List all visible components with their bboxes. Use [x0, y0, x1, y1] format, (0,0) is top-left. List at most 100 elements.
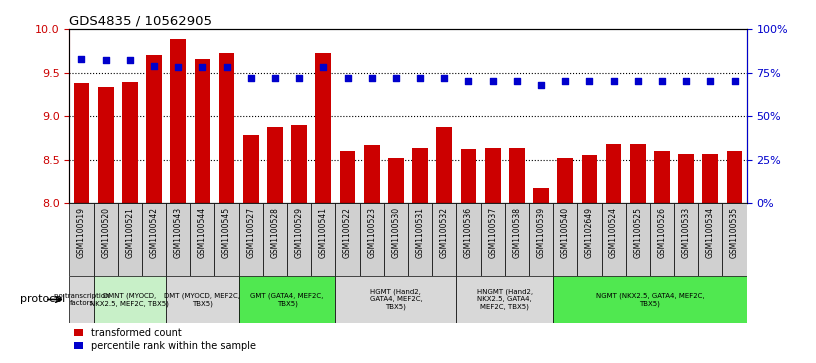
Point	[171, 65, 184, 70]
Bar	[678, 155, 694, 203]
Bar	[577, 203, 601, 276]
Point	[196, 65, 209, 70]
Bar	[98, 87, 113, 203]
Bar	[605, 144, 622, 203]
Bar	[243, 135, 259, 203]
Point	[728, 78, 741, 84]
Bar	[674, 203, 698, 276]
Bar	[601, 203, 626, 276]
Text: GSM1100528: GSM1100528	[270, 207, 279, 258]
Text: no transcription
factors: no transcription factors	[54, 293, 109, 306]
Text: GSM1100533: GSM1100533	[681, 207, 690, 258]
Bar	[703, 155, 718, 203]
Bar	[529, 203, 553, 276]
Bar	[335, 276, 456, 323]
Bar	[481, 203, 505, 276]
Bar	[316, 53, 331, 203]
Bar	[238, 276, 335, 323]
Text: GSM1100524: GSM1100524	[609, 207, 618, 258]
Point	[559, 78, 572, 84]
Bar	[456, 276, 553, 323]
Point	[293, 75, 306, 81]
Bar	[364, 145, 379, 203]
Bar	[460, 149, 477, 203]
Bar	[94, 203, 118, 276]
Text: GSM1100531: GSM1100531	[415, 207, 424, 258]
Bar	[698, 203, 722, 276]
Bar	[727, 151, 743, 203]
Bar	[722, 203, 747, 276]
Text: GSM1100537: GSM1100537	[488, 207, 497, 258]
Text: GSM1100521: GSM1100521	[126, 207, 135, 258]
Text: GSM1100530: GSM1100530	[392, 207, 401, 258]
Bar	[388, 158, 404, 203]
Bar	[505, 203, 529, 276]
Bar	[412, 147, 428, 203]
Bar	[650, 203, 674, 276]
Bar	[408, 203, 432, 276]
Bar	[485, 147, 500, 203]
Point	[99, 57, 112, 63]
Bar	[456, 203, 481, 276]
Point	[655, 78, 668, 84]
Text: GSM1100538: GSM1100538	[512, 207, 521, 258]
Point	[510, 78, 523, 84]
Bar	[533, 188, 549, 203]
Bar	[238, 203, 263, 276]
Point	[680, 78, 693, 84]
Bar	[122, 82, 138, 203]
Bar	[142, 203, 166, 276]
Bar	[146, 55, 162, 203]
Bar	[626, 203, 650, 276]
Bar	[432, 203, 456, 276]
Bar	[654, 151, 670, 203]
Text: HGMT (Hand2,
GATA4, MEF2C,
TBX5): HGMT (Hand2, GATA4, MEF2C, TBX5)	[370, 289, 423, 310]
Text: GSM1100522: GSM1100522	[343, 207, 352, 258]
Bar	[291, 125, 307, 203]
Bar	[553, 276, 747, 323]
Text: DMNT (MYOCD,
NKX2.5, MEF2C, TBX5): DMNT (MYOCD, NKX2.5, MEF2C, TBX5)	[91, 292, 169, 307]
Text: GSM1100542: GSM1100542	[149, 207, 158, 258]
Point	[583, 78, 596, 84]
Bar	[267, 127, 283, 203]
Text: GMT (GATA4, MEF2C,
TBX5): GMT (GATA4, MEF2C, TBX5)	[251, 292, 324, 307]
Text: protocol: protocol	[20, 294, 65, 305]
Point	[389, 75, 402, 81]
Point	[341, 75, 354, 81]
Point	[462, 78, 475, 84]
Text: GSM1100519: GSM1100519	[77, 207, 86, 258]
Text: NGMT (NKX2.5, GATA4, MEF2C,
TBX5): NGMT (NKX2.5, GATA4, MEF2C, TBX5)	[596, 292, 704, 307]
Text: GSM1100520: GSM1100520	[101, 207, 110, 258]
Text: GSM1100536: GSM1100536	[464, 207, 473, 258]
Point	[220, 65, 233, 70]
Bar	[557, 158, 573, 203]
Point	[148, 63, 161, 69]
Bar	[287, 203, 311, 276]
Bar	[215, 203, 238, 276]
Text: GSM1100544: GSM1100544	[198, 207, 207, 258]
Text: GSM1100525: GSM1100525	[633, 207, 642, 258]
Point	[366, 75, 379, 81]
Bar	[69, 203, 94, 276]
Text: GSM1100532: GSM1100532	[440, 207, 449, 258]
Bar	[194, 59, 211, 203]
Point	[414, 75, 427, 81]
Point	[268, 75, 282, 81]
Text: GSM1102649: GSM1102649	[585, 207, 594, 258]
Text: GSM1100534: GSM1100534	[706, 207, 715, 258]
Bar	[437, 127, 452, 203]
Text: GSM1100545: GSM1100545	[222, 207, 231, 258]
Point	[704, 78, 717, 84]
Bar	[190, 203, 215, 276]
Bar	[339, 151, 356, 203]
Bar	[94, 276, 166, 323]
Bar	[509, 148, 525, 203]
Text: GSM1100541: GSM1100541	[319, 207, 328, 258]
Bar	[73, 83, 89, 203]
Text: GSM1100540: GSM1100540	[561, 207, 570, 258]
Legend: transformed count, percentile rank within the sample: transformed count, percentile rank withi…	[74, 328, 255, 351]
Bar	[335, 203, 360, 276]
Point	[123, 57, 136, 63]
Bar	[118, 203, 142, 276]
Bar	[630, 144, 645, 203]
